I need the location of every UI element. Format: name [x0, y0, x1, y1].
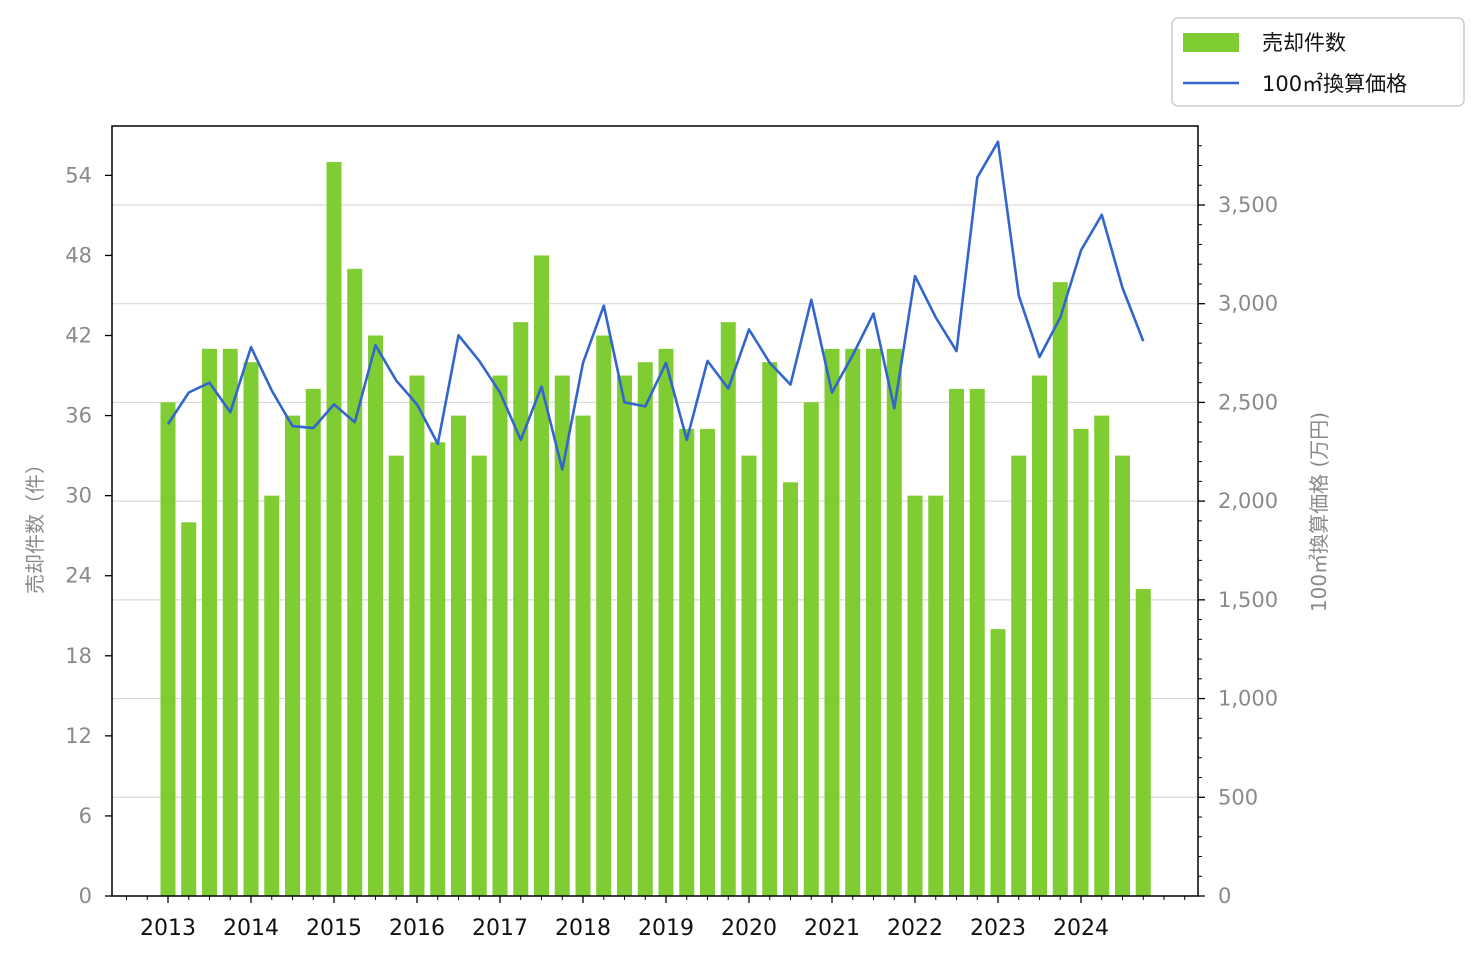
price-line — [166, 140, 1145, 471]
right-tick-label: 0 — [1218, 884, 1231, 908]
bar — [347, 268, 363, 896]
right-tick-label: 1,500 — [1218, 588, 1278, 612]
bar — [471, 455, 487, 896]
left-tick-label: 48 — [65, 243, 92, 267]
x-tick-label: 2018 — [555, 916, 611, 941]
legend-bar-label: 売却件数 — [1262, 31, 1346, 55]
bar — [409, 375, 425, 896]
bar — [783, 482, 798, 896]
bar — [658, 348, 674, 896]
left-tick-label: 6 — [79, 804, 92, 828]
legend-bar-swatch — [1183, 33, 1239, 52]
bar — [990, 629, 1006, 896]
bar — [679, 428, 695, 896]
left-tick-label: 30 — [65, 484, 92, 508]
legend-box — [1171, 17, 1465, 107]
bar — [824, 348, 840, 896]
bar — [305, 388, 321, 896]
bar — [907, 495, 923, 896]
left-tick-label: 36 — [65, 404, 92, 428]
bar — [762, 362, 778, 897]
left-y-axis: 0 6 12 18 24 30 36 42 48 54 — [65, 163, 112, 908]
x-tick-label: 2023 — [970, 916, 1026, 941]
left-tick-label: 18 — [65, 644, 92, 668]
x-tick-label: 2016 — [389, 916, 445, 941]
bar — [1052, 282, 1068, 896]
bar — [845, 348, 861, 896]
bar — [222, 348, 238, 896]
bar — [1135, 589, 1151, 896]
bar — [700, 428, 715, 896]
bar-series — [160, 162, 1151, 897]
right-tick-label: 3,500 — [1218, 193, 1278, 217]
left-axis-label: 売却件数（件） — [23, 454, 47, 594]
legend: 売却件数 100㎡換算価格 — [1171, 17, 1465, 107]
bar — [368, 335, 383, 896]
bar — [886, 348, 902, 896]
bar — [534, 255, 549, 896]
right-tick-label: 1,000 — [1218, 687, 1278, 711]
bar — [1073, 428, 1089, 896]
bar — [326, 162, 342, 896]
bar — [492, 375, 508, 896]
bar — [243, 362, 259, 897]
bar — [451, 415, 466, 896]
bar — [969, 388, 985, 896]
right-axis-label: 100㎡換算価格 (万円) — [1307, 412, 1331, 612]
bar — [1094, 415, 1110, 896]
bar — [741, 455, 757, 896]
bar — [1011, 455, 1027, 896]
x-tick-label: 2024 — [1053, 916, 1109, 941]
bar — [554, 375, 570, 896]
bar — [928, 495, 944, 896]
bar — [575, 415, 591, 896]
left-tick-label: 24 — [65, 564, 92, 588]
right-y-axis: 0 500 1,000 1,500 2,000 2,500 3,000 3,500 — [1198, 145, 1278, 908]
left-tick-label: 54 — [65, 163, 92, 187]
x-tick-label: 2014 — [223, 916, 279, 941]
bar — [637, 362, 653, 897]
plot-frame — [111, 125, 1199, 897]
x-tick-label: 2017 — [472, 916, 528, 941]
bar — [596, 335, 612, 896]
axes — [111, 125, 1199, 897]
x-tick-label: 2013 — [140, 916, 196, 941]
bar — [285, 415, 300, 896]
bar — [1115, 455, 1130, 896]
bar — [202, 348, 217, 896]
bar — [388, 455, 404, 896]
left-tick-label: 42 — [65, 324, 92, 348]
bar — [617, 375, 632, 896]
line-series — [166, 140, 1145, 471]
right-tick-label: 2,500 — [1218, 390, 1278, 414]
bar — [1032, 375, 1047, 896]
left-tick-label: 12 — [65, 724, 92, 748]
bar — [803, 402, 819, 896]
right-tick-label: 3,000 — [1218, 292, 1278, 316]
bar — [949, 388, 964, 896]
x-tick-label: 2021 — [804, 916, 860, 941]
left-tick-label: 0 — [79, 884, 92, 908]
legend-line-label: 100㎡換算価格 — [1262, 72, 1407, 96]
bar — [160, 402, 176, 896]
bar — [264, 495, 280, 896]
bar — [866, 348, 881, 896]
x-axis: 2013 2014 2015 2016 2017 2018 2019 2020 2021 2022… — [126, 896, 1186, 941]
bar — [513, 322, 529, 897]
x-tick-label: 2015 — [306, 916, 362, 941]
bar — [720, 322, 736, 897]
x-tick-label: 2022 — [887, 916, 943, 941]
right-tick-label: 500 — [1218, 785, 1258, 809]
bar — [181, 522, 197, 896]
bar — [430, 442, 446, 896]
x-tick-label: 2019 — [638, 916, 694, 941]
x-tick-label: 2020 — [721, 916, 777, 941]
right-tick-label: 2,000 — [1218, 489, 1278, 513]
